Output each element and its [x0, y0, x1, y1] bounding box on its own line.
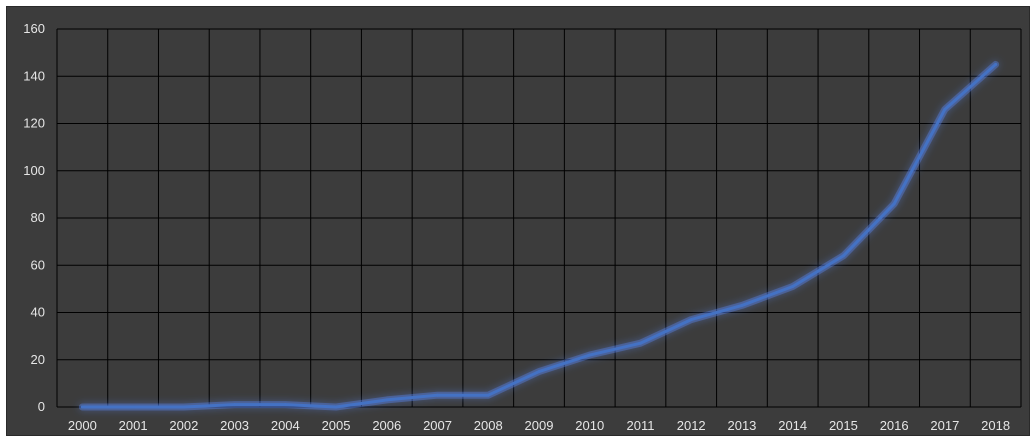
data-point: [588, 353, 592, 357]
data-point: [436, 393, 440, 397]
data-point: [283, 403, 287, 407]
chart-frame: [6, 6, 1030, 436]
data-point: [740, 303, 744, 307]
x-tick-label: 2000: [68, 418, 97, 433]
data-point: [791, 285, 795, 289]
x-tick-label: 2010: [575, 418, 604, 433]
x-tick-label: 2011: [626, 418, 654, 433]
x-tick-label: 2006: [372, 418, 401, 433]
data-point: [385, 398, 389, 402]
series-line-glow: [78, 60, 1000, 411]
x-tick-label: 2014: [778, 418, 807, 433]
data-point: [334, 405, 338, 409]
data-point: [943, 107, 947, 111]
x-axis-ticks: 2000 2001 2002 2003 2004 2005 2006 2007 2008 2009…: [68, 418, 1010, 433]
x-tick-label: 2009: [525, 418, 554, 433]
data-point: [537, 370, 541, 374]
y-tick-label: 20: [31, 352, 45, 367]
x-tick-label: 2004: [271, 418, 300, 433]
y-tick-label: 100: [23, 163, 45, 178]
y-tick-label: 80: [31, 210, 45, 225]
data-point: [233, 403, 237, 407]
gridlines: [56, 28, 1022, 408]
x-tick-label: 2001: [119, 418, 148, 433]
x-tick-label: 2013: [727, 418, 756, 433]
data-point: [689, 318, 693, 322]
y-tick-label: 160: [23, 21, 45, 36]
y-tick-label: 140: [23, 68, 45, 83]
y-tick-label: 120: [23, 116, 45, 131]
y-tick-label: 60: [31, 257, 45, 272]
data-point: [182, 405, 186, 409]
x-tick-label: 2008: [474, 418, 503, 433]
x-tick-label: 2002: [169, 418, 198, 433]
y-axis-ticks: 0 20 40 60 80 100 120 140 160: [23, 21, 45, 414]
data-point: [131, 405, 135, 409]
data-point: [80, 405, 84, 409]
data-point: [638, 341, 642, 345]
series-layer: [78, 60, 1000, 411]
x-tick-label: 2012: [677, 418, 706, 433]
x-tick-label: 2003: [220, 418, 249, 433]
y-tick-label: 40: [31, 305, 45, 320]
y-tick-label: 0: [38, 399, 45, 414]
x-tick-label: 2017: [930, 418, 959, 433]
x-tick-label: 2018: [981, 418, 1010, 433]
data-point: [892, 202, 896, 206]
x-tick-label: 2015: [829, 418, 858, 433]
data-point: [994, 62, 998, 66]
data-point: [486, 393, 490, 397]
x-tick-label: 2016: [880, 418, 909, 433]
x-tick-label: 2007: [423, 418, 452, 433]
x-tick-label: 2005: [322, 418, 351, 433]
data-point: [841, 254, 845, 258]
